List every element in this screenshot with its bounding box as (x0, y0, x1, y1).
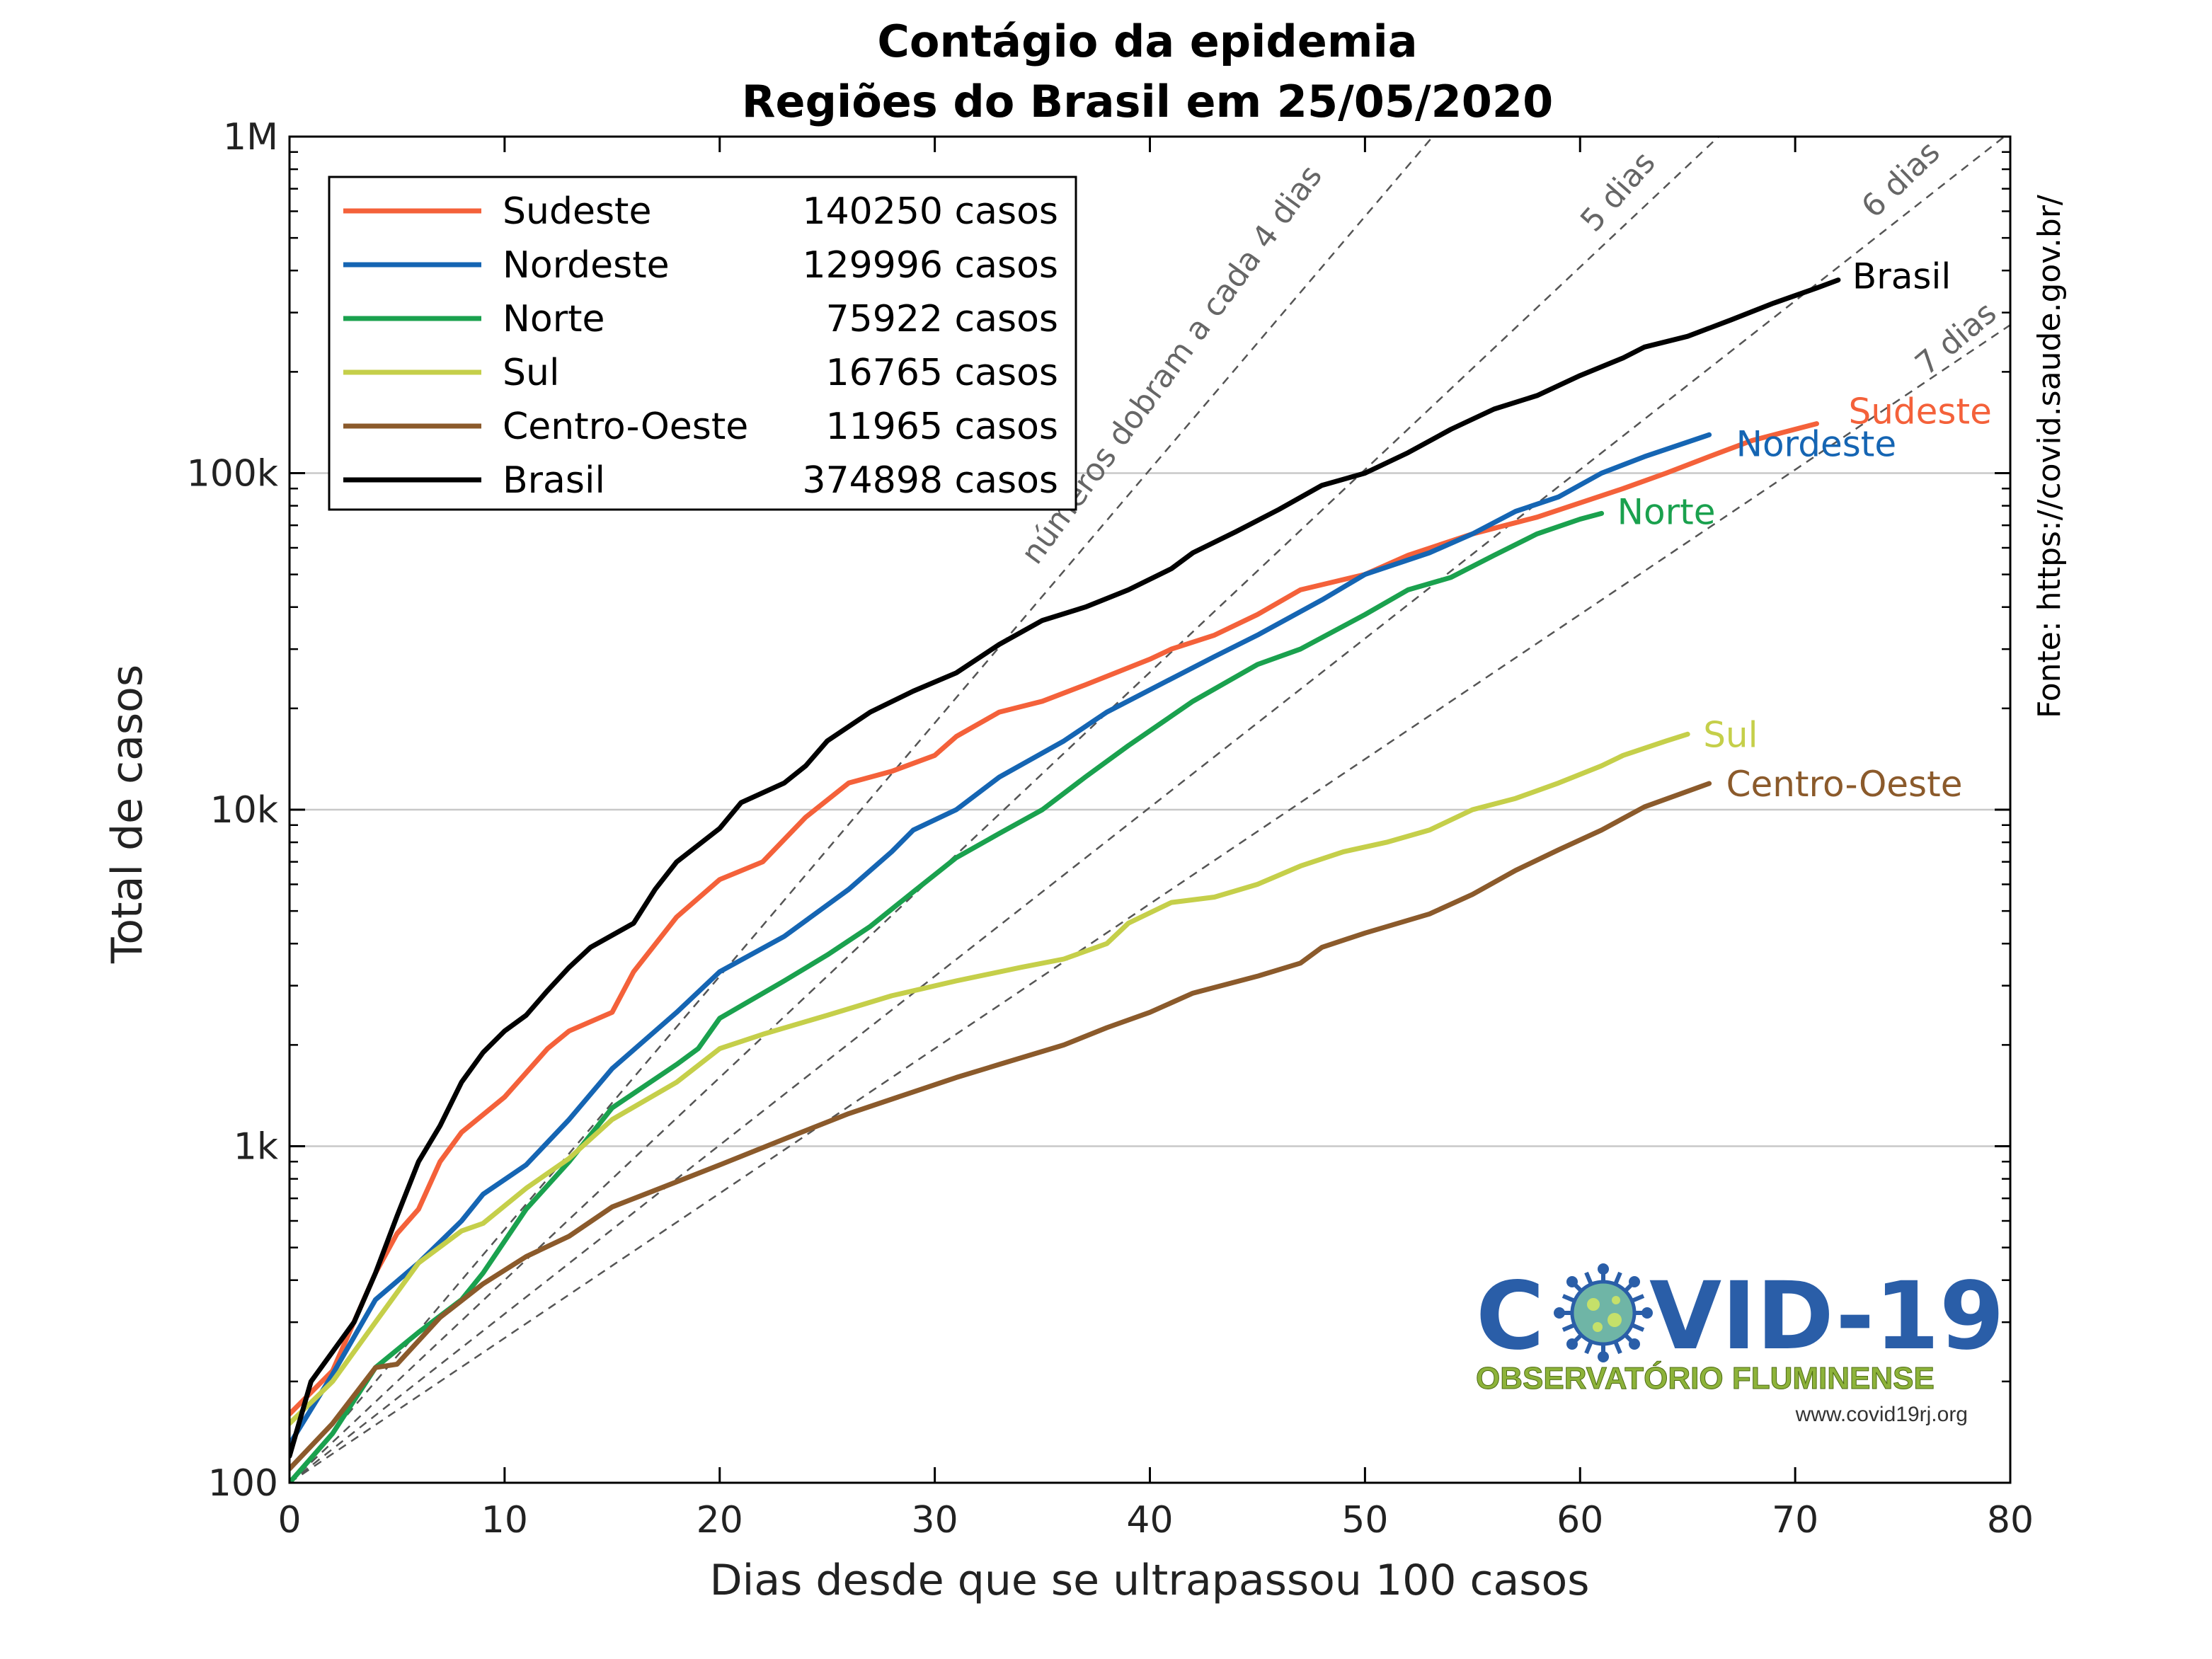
x-tick-label: 40 (1126, 1499, 1173, 1542)
x-tick-label: 50 (1341, 1499, 1388, 1542)
end-label-sul: Sul (1703, 714, 1758, 755)
logo-title-left: C (1476, 1262, 1545, 1371)
legend-count-sudeste: 140250 casos (803, 190, 1059, 233)
axis-ticks: 0 10 20 30 40 50 60 70 80 100 1k 10k 100k 1M (187, 116, 2034, 1542)
virus-icon (1554, 1263, 1653, 1362)
reference-label-5-days: 5 dias (1574, 145, 1663, 239)
reference-label-6-days: 6 dias (1855, 134, 1947, 225)
series-lines (290, 277, 1841, 1483)
legend-label-sudeste: Sudeste (503, 190, 651, 233)
x-tick-label: 70 (1772, 1499, 1818, 1542)
covid19-logo: C VID-19 OB (1476, 1262, 2005, 1426)
chart-subtitle: Regiões do Brasil em 25/05/2020 (742, 76, 1553, 127)
reference-line-4-days (290, 137, 1434, 1483)
legend-box (328, 176, 1077, 511)
end-label-brasil: Brasil (1852, 256, 1951, 297)
x-tick-label: 10 (481, 1499, 528, 1542)
reference-label-7-days: 7 dias (1908, 294, 2003, 382)
end-label-sudeste: Sudeste (1849, 391, 1992, 432)
end-label-nordeste: Nordeste (1736, 423, 1897, 464)
y-tick-label: 1k (234, 1126, 278, 1169)
legend-count-brasil: 374898 casos (803, 459, 1059, 502)
legend-count-sul: 16765 casos (826, 352, 1058, 394)
legend-count-nordeste: 129996 casos (803, 244, 1059, 287)
x-tick-label: 30 (912, 1499, 958, 1542)
legend-label-sul: Sul (503, 352, 559, 394)
y-tick-label: 10k (210, 789, 278, 832)
series-line-sudeste (290, 421, 1819, 1417)
end-label-centro-oeste: Centro-Oeste (1726, 764, 1963, 805)
logo-title-right: VID-19 (1649, 1262, 2005, 1371)
y-tick-label: 100k (187, 453, 278, 495)
x-tick-label: 20 (697, 1499, 743, 1542)
legend-count-norte: 75922 casos (826, 298, 1058, 340)
chart-title: Contágio da epidemia (877, 16, 1417, 67)
y-axis-label: Total de casos (103, 665, 152, 964)
source-note: Fonte: https://covid.saude.gov.br/ (2032, 195, 2068, 718)
legend: Sudeste 140250 casos Nordeste 129996 casos N… (328, 176, 1077, 511)
legend-label-centro-oeste: Centro-Oeste (503, 406, 748, 448)
gridlines (290, 472, 2010, 1147)
reference-line-7-days (290, 324, 2010, 1483)
legend-count-centro-oeste: 11965 casos (826, 406, 1058, 448)
series-line-norte (290, 510, 1605, 1483)
series-line-nordeste (290, 432, 1712, 1447)
series-line-brasil (290, 277, 1841, 1459)
end-label-norte: Norte (1617, 491, 1716, 532)
legend-label-brasil: Brasil (503, 459, 605, 502)
x-axis-label: Dias desde que se ultrapassou 100 casos (709, 1556, 1589, 1605)
legend-label-nordeste: Nordeste (503, 244, 670, 287)
series-end-labels: números dobram a cada 4 dias 5 dias 6 dias… (1014, 134, 2003, 805)
x-tick-label: 60 (1557, 1499, 1603, 1542)
logo-url: www.covid19rj.org (1795, 1403, 1968, 1426)
x-tick-label: 0 (277, 1499, 301, 1542)
legend-label-norte: Norte (503, 298, 604, 340)
y-tick-label: 1M (223, 116, 278, 159)
series-line-sul (290, 731, 1690, 1426)
logo-subtitle: OBSERVATÓRIO FLUMINENSE (1476, 1360, 1935, 1396)
y-tick-label: 100 (208, 1462, 278, 1505)
series-line-centro-oeste (290, 781, 1712, 1471)
reference-line-6-days (290, 137, 2005, 1483)
x-tick-label: 80 (1987, 1499, 2034, 1542)
